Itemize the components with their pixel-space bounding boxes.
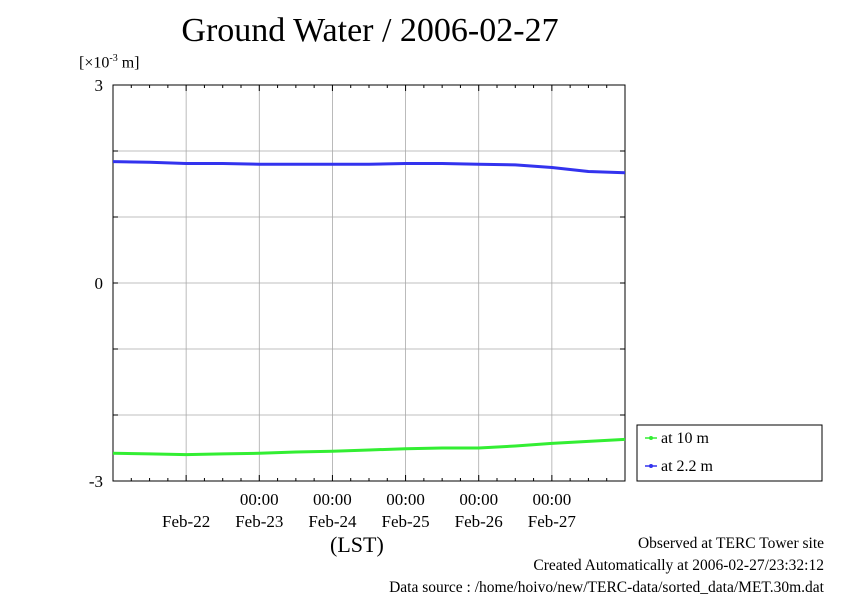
legend-marker [649, 436, 653, 440]
unit-suffix: m] [117, 54, 140, 72]
y-tick-label: 0 [95, 274, 104, 293]
chart-title: Ground Water / 2006-02-27 [181, 12, 559, 49]
x-axis-title: (LST) [330, 532, 384, 557]
unit-exponent: -3 [109, 53, 118, 64]
y-tick-label: 3 [95, 76, 104, 95]
legend-label: at 10 m [661, 430, 710, 447]
x-tick-label-time: 00:00 [459, 490, 498, 509]
series-lines [112, 160, 626, 457]
footer-created: Created Automatically at 2006-02-27/23:3… [533, 557, 824, 574]
x-tick-labels: 00:00 00:00 00:00 00:00 00:00 Feb-22 Feb-23 Feb… [162, 490, 576, 531]
legend-label: at 2.2 m [661, 458, 714, 475]
y-tick-label: -3 [89, 472, 103, 491]
x-tick-label-time: 00:00 [313, 490, 352, 509]
legend-marker [649, 464, 653, 468]
series-line-at-2-2-m [112, 160, 626, 175]
x-tick-label-date: Feb-26 [455, 512, 503, 531]
x-tick-label-time: 00:00 [532, 490, 571, 509]
legend-box [636, 424, 823, 482]
footer-observed: Observed at TERC Tower site [637, 535, 824, 552]
x-tick-label-date: Feb-22 [162, 512, 210, 531]
legend: at 10 m at 2.2 m [636, 424, 823, 482]
x-tick-label-date: Feb-23 [235, 512, 283, 531]
footer-data-source: Data source : /home/hoivo/new/TERC-data/… [389, 579, 824, 596]
x-tick-label-time: 00:00 [386, 490, 425, 509]
y-axis-unit-label: [×10-3 m] [79, 53, 139, 72]
y-tick-labels: 3 0 -3 [89, 76, 103, 491]
x-tick-label-date: Feb-27 [528, 512, 577, 531]
unit-prefix: [×10 [79, 54, 110, 72]
axis-ticks [113, 85, 625, 481]
x-tick-label-date: Feb-24 [308, 512, 357, 531]
grid-lines [113, 85, 625, 481]
x-tick-label-time: 00:00 [240, 490, 279, 509]
series-line-at-10-m [112, 437, 626, 457]
x-tick-label-date: Feb-25 [381, 512, 429, 531]
